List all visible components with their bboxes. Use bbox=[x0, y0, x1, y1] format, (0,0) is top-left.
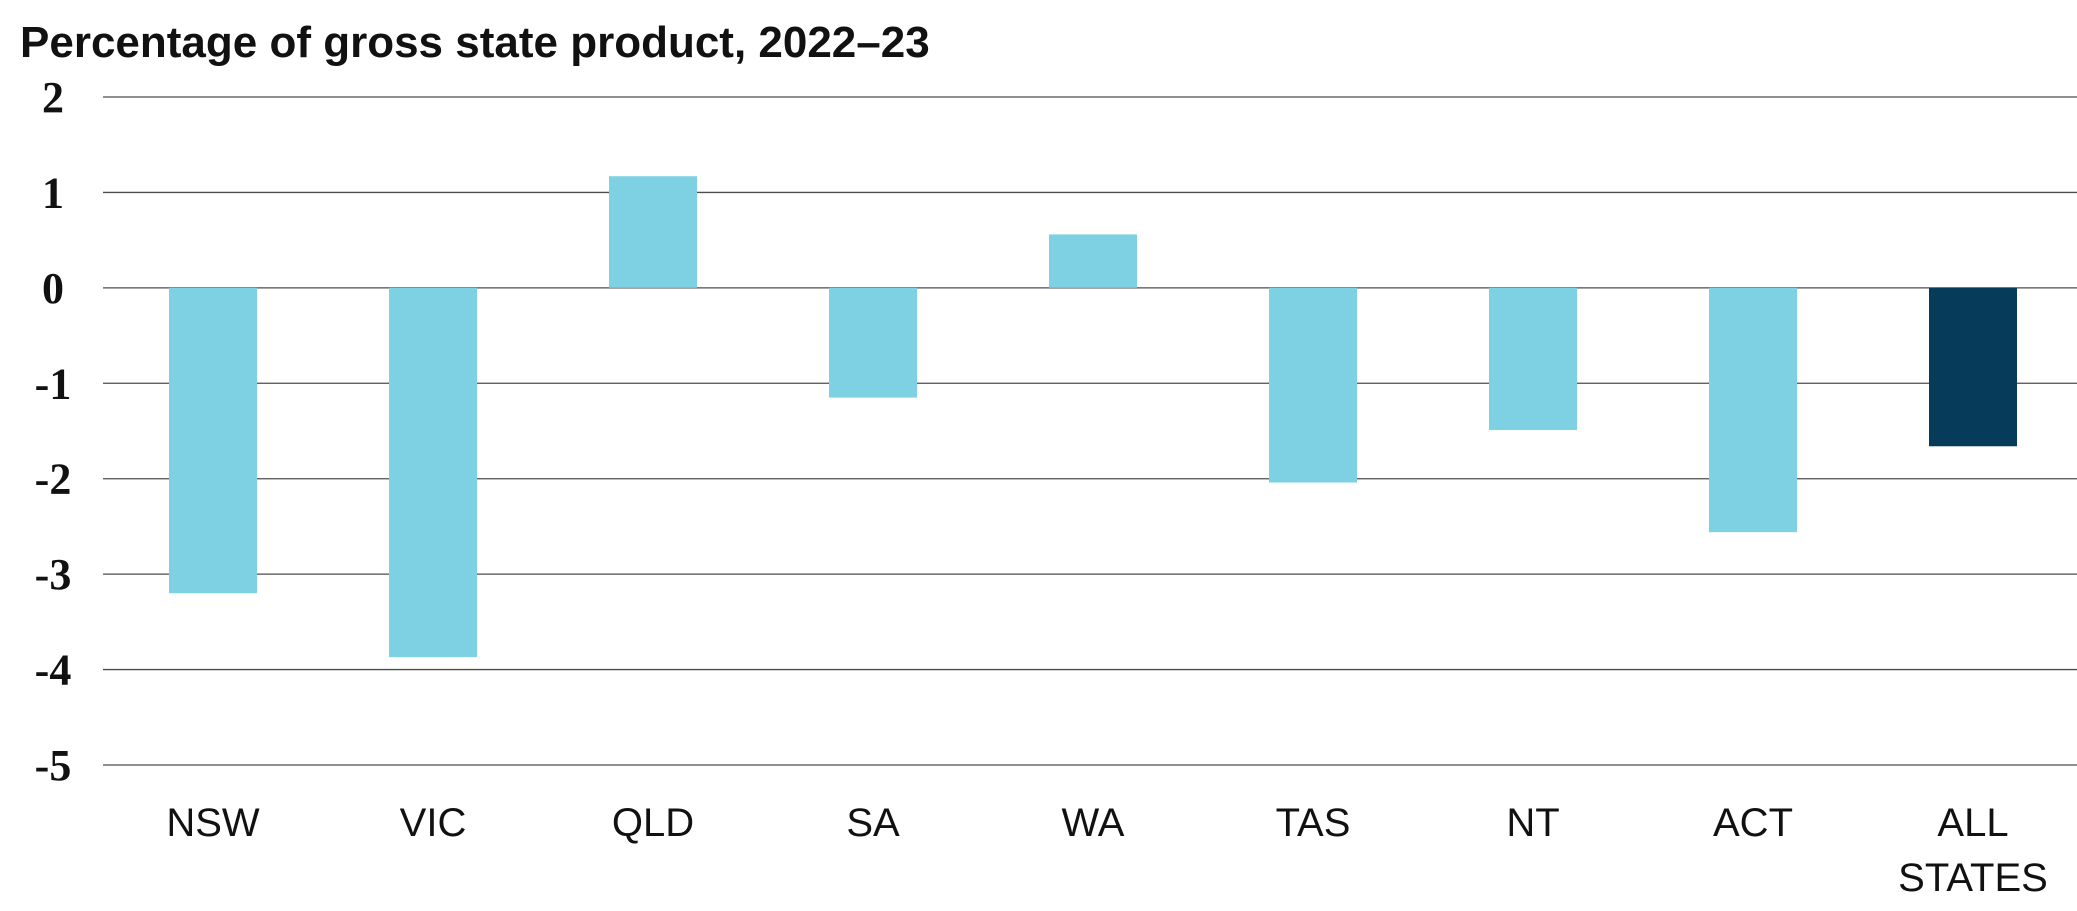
chart-title: Percentage of gross state product, 2022–… bbox=[20, 18, 930, 67]
y-tick-label: -1 bbox=[35, 359, 72, 408]
bar-all-states bbox=[1929, 287, 2017, 447]
x-tick-label: VIC bbox=[400, 801, 467, 845]
x-tick-label: TAS bbox=[1276, 801, 1351, 845]
y-tick-label: 1 bbox=[42, 168, 64, 217]
bars bbox=[169, 176, 2017, 658]
bar-sa bbox=[829, 287, 917, 398]
bar-qld bbox=[609, 176, 697, 288]
x-tick-label: ALL STATES bbox=[1898, 801, 2048, 900]
bar-wa bbox=[1049, 234, 1137, 288]
x-tick-label: SA bbox=[846, 801, 900, 845]
y-tick-label: -5 bbox=[35, 741, 72, 790]
bar-nsw bbox=[169, 287, 257, 594]
x-axis-tick-labels: NSW VIC QLD SA WA TAS NT ACT ALL STATES bbox=[166, 801, 2047, 900]
y-tick-label: 2 bbox=[42, 73, 64, 122]
y-tick-label: -2 bbox=[35, 455, 72, 504]
x-tick-label: ACT bbox=[1713, 801, 1793, 845]
y-tick-label: -3 bbox=[35, 550, 72, 599]
y-tick-label: -4 bbox=[35, 646, 72, 695]
y-tick-label: 0 bbox=[42, 264, 64, 313]
x-tick-label: NT bbox=[1506, 801, 1559, 845]
x-tick-label: WA bbox=[1062, 801, 1125, 845]
bar-act bbox=[1709, 287, 1797, 533]
bar-vic bbox=[389, 287, 477, 658]
bar-tas bbox=[1269, 287, 1357, 483]
x-tick-label: QLD bbox=[612, 801, 694, 845]
bar-nt bbox=[1489, 287, 1577, 431]
x-tick-label: NSW bbox=[166, 801, 260, 845]
y-axis-tick-labels: 2 1 0 -1 -2 -3 -4 -5 bbox=[35, 73, 72, 790]
